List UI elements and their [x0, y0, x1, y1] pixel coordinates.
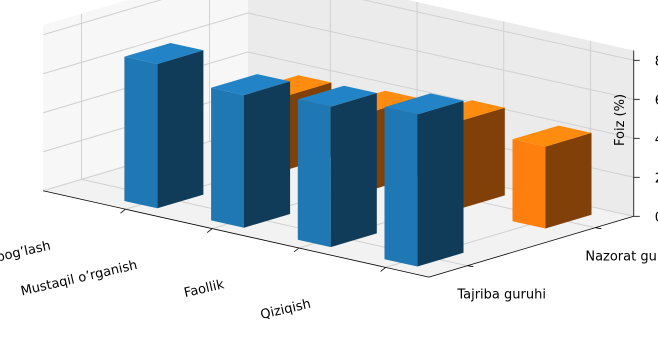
bar-front-face	[512, 139, 546, 229]
bar-top-face	[512, 125, 592, 147]
z-gridline	[247, 12, 634, 100]
bar-side-face	[244, 81, 291, 228]
z-tick-label: 40	[655, 132, 658, 147]
category-tick-label: Mustaqil o’rganish	[19, 258, 139, 299]
z-tick-label: 60	[655, 93, 658, 108]
bar-side-face	[157, 50, 204, 209]
category-tick-label: Qiziqish	[259, 297, 312, 323]
bar-front-face	[211, 87, 244, 228]
category-tick	[120, 208, 126, 214]
bar-top-face	[384, 93, 464, 115]
bar	[384, 93, 464, 267]
bar	[297, 85, 377, 248]
category-tick	[380, 267, 386, 272]
z-tick-label: 0	[655, 210, 658, 225]
bar-side-face	[330, 93, 377, 248]
group-axis: Tajriba guruhi Nazorat guruhi	[428, 215, 658, 303]
group-tick	[467, 265, 474, 268]
bar-front-face	[297, 99, 331, 248]
bar-front-face	[124, 56, 158, 209]
bar-side-face	[545, 132, 592, 229]
bar	[512, 125, 592, 229]
bar-top-face	[297, 85, 377, 107]
z-gridline	[42, 12, 249, 75]
bar-side-face	[458, 107, 505, 210]
category-axis-line	[43, 190, 430, 278]
bar-top-face	[124, 43, 204, 64]
bar	[124, 43, 204, 209]
z-gridline	[42, 0, 163, 36]
bar	[211, 74, 291, 228]
z-axis: 0 20 40 60 80	[633, 50, 658, 225]
category-tick-label: Faollik	[183, 277, 226, 301]
z-axis-label: Foiz (%)	[613, 94, 628, 146]
category-tick	[206, 228, 213, 233]
z-tick-label: 80	[655, 54, 658, 69]
category-tick	[293, 247, 300, 253]
bars-group	[124, 43, 592, 267]
bar-side-face	[417, 100, 464, 267]
bar-front-face	[384, 107, 418, 267]
z-gridline	[247, 51, 634, 139]
group-tick	[595, 227, 602, 230]
group-tick-label: Tajriba guruhi	[456, 288, 546, 303]
group-axis-line	[428, 215, 634, 278]
bar-top-face	[211, 74, 291, 96]
z-gridline	[361, 0, 634, 61]
z-tick-label: 20	[655, 171, 658, 186]
category-tick-label: Hayot bilan bog’lash	[0, 239, 52, 284]
group-tick-label: Nazorat guruhi	[585, 250, 658, 265]
